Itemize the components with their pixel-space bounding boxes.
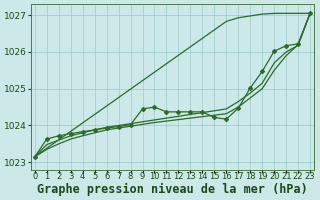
- X-axis label: Graphe pression niveau de la mer (hPa): Graphe pression niveau de la mer (hPa): [37, 183, 308, 196]
